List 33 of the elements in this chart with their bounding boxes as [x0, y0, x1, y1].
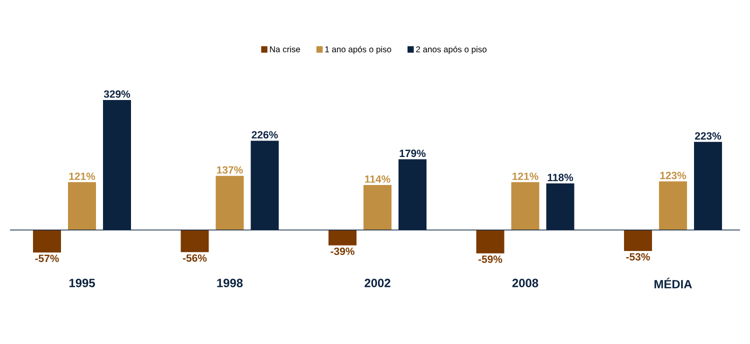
data-label: 123% — [660, 172, 686, 180]
data-label: 226% — [252, 131, 278, 138]
legend-label: Na crise — [270, 46, 300, 52]
x-tick-label: 1998 — [217, 278, 243, 288]
data-label: 329% — [104, 90, 130, 98]
x-tick-label: 2008 — [512, 278, 538, 288]
data-label: -53% — [626, 253, 650, 261]
data-label: -56% — [182, 254, 207, 262]
bar — [659, 181, 688, 230]
x-tick-label: MÉDIA — [654, 278, 692, 288]
bar — [511, 182, 540, 230]
bar — [180, 230, 209, 252]
data-label: 137% — [217, 166, 243, 174]
data-label: 118% — [548, 174, 574, 182]
bar — [33, 230, 61, 253]
data-label: -59% — [478, 256, 502, 263]
bar — [624, 230, 652, 251]
data-label: 223% — [694, 132, 722, 140]
data-label: -39% — [330, 248, 354, 256]
x-tick-label: 2002 — [364, 278, 390, 288]
data-label: 121% — [69, 172, 96, 180]
bar — [328, 230, 357, 246]
bar — [476, 230, 504, 254]
data-label: 179% — [400, 150, 426, 158]
data-label: -57% — [35, 254, 59, 262]
data-label: 121% — [512, 172, 538, 180]
legend-label: 1 ano após o piso — [325, 46, 392, 54]
data-label: 114% — [365, 175, 390, 183]
bar — [216, 176, 244, 230]
legend-label: 2 anos após o piso — [416, 46, 486, 54]
x-tick-label: 1995 — [69, 278, 95, 288]
bar — [364, 184, 392, 230]
bar — [68, 182, 96, 230]
